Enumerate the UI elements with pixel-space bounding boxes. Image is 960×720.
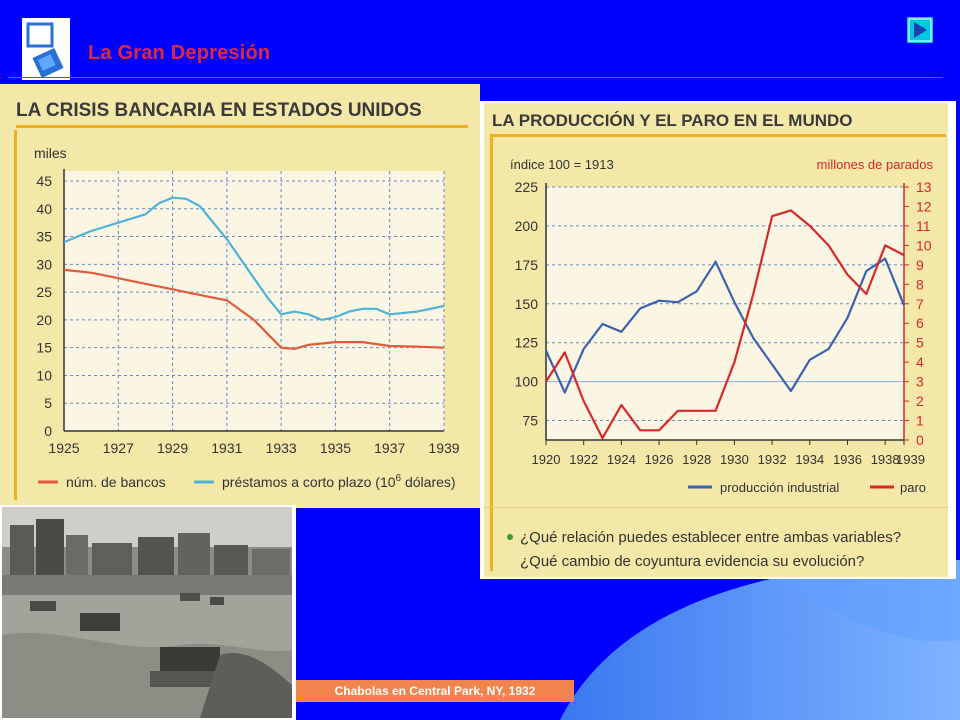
series-line-production xyxy=(544,257,906,394)
x-tick-label: 1930 xyxy=(720,452,749,467)
left-tick-label: 200 xyxy=(515,218,539,234)
presentation-logo xyxy=(22,18,70,80)
x-tick-label: 1934 xyxy=(795,452,824,467)
y-tick-label: 15 xyxy=(36,340,52,356)
plot-area xyxy=(64,171,444,431)
title-divider xyxy=(8,77,943,78)
left-tick-label: 125 xyxy=(515,335,539,351)
left-tick-label: 175 xyxy=(515,257,539,273)
y-tick-label: 25 xyxy=(36,284,52,300)
left-tick-label: 100 xyxy=(515,374,539,390)
x-tick-label: 1939 xyxy=(896,452,925,467)
left-axis-label: índice 100 = 1913 xyxy=(510,157,614,172)
x-tick-label: 1928 xyxy=(682,452,711,467)
x-tick-label: 1922 xyxy=(569,452,598,467)
y-axis-label: miles xyxy=(34,145,67,161)
y-tick-label: 45 xyxy=(36,173,52,189)
x-tick-label: 1925 xyxy=(48,440,79,456)
x-tick-label: 1939 xyxy=(428,440,459,456)
chart-title: LA CRISIS BANCARIA EN ESTADOS UNIDOS xyxy=(16,100,422,121)
bank-crisis-chart: LA CRISIS BANCARIA EN ESTADOS UNIDOS mil… xyxy=(0,84,480,508)
x-tick-label: 1932 xyxy=(758,452,787,467)
right-tick-label: 6 xyxy=(916,315,924,331)
series-line-unemployment xyxy=(545,209,905,440)
series-line-loans xyxy=(63,196,445,321)
x-tick-label: 1927 xyxy=(103,440,134,456)
left-tick-label: 75 xyxy=(522,413,538,429)
y-tick-label: 5 xyxy=(44,395,52,411)
right-tick-label: 0 xyxy=(916,432,924,448)
x-tick-label: 1935 xyxy=(320,440,351,456)
bank-crisis-chart-svg: LA CRISIS BANCARIA EN ESTADOS UNIDOS mil… xyxy=(0,84,480,508)
x-tick-label: 1937 xyxy=(374,440,405,456)
right-tick-label: 4 xyxy=(916,354,924,370)
right-tick-label: 12 xyxy=(916,198,932,214)
right-tick-label: 11 xyxy=(916,218,931,234)
y-tick-label: 10 xyxy=(36,367,52,383)
right-tick-label: 1 xyxy=(916,413,924,429)
legend-label-unemployment: paro xyxy=(900,480,926,495)
x-tick-label: 1920 xyxy=(532,452,561,467)
x-tick-label: 1931 xyxy=(211,440,242,456)
next-slide-icon[interactable] xyxy=(907,17,933,43)
y-tick-label: 20 xyxy=(36,312,52,328)
production-unemployment-chart-svg: LA PRODUCCIÓN Y EL PARO EN EL MUNDO índi… xyxy=(480,101,956,579)
x-tick-label: 1929 xyxy=(157,440,188,456)
central-park-shacks-photo xyxy=(0,505,296,720)
x-tick-label: 1926 xyxy=(645,452,674,467)
right-tick-label: 13 xyxy=(916,179,932,195)
y-tick-label: 0 xyxy=(44,423,52,439)
y-tick-label: 35 xyxy=(36,229,52,245)
legend-label-loans: préstamos a corto plazo (106 dólares) xyxy=(222,473,456,490)
chart-title: LA PRODUCCIÓN Y EL PARO EN EL MUNDO xyxy=(492,111,853,130)
left-tick-label: 150 xyxy=(515,296,539,312)
production-unemployment-chart: LA PRODUCCIÓN Y EL PARO EN EL MUNDO índi… xyxy=(480,101,956,579)
right-tick-label: 9 xyxy=(916,257,924,273)
right-tick-label: 3 xyxy=(916,374,924,390)
x-tick-label: 1933 xyxy=(266,440,297,456)
left-tick-label: 225 xyxy=(515,179,539,195)
question-line-1: ¿Qué relación puedes establecer entre am… xyxy=(520,529,901,546)
legend-label-production: producción industrial xyxy=(720,480,839,495)
right-tick-label: 5 xyxy=(916,335,924,351)
question-line-2: ¿Qué cambio de coyuntura evidencia su ev… xyxy=(520,553,864,570)
photo-caption: Chabolas en Central Park, NY, 1932 xyxy=(296,680,574,702)
right-tick-label: 7 xyxy=(916,296,924,312)
y-tick-label: 30 xyxy=(36,256,52,272)
y-tick-label: 40 xyxy=(36,201,52,217)
right-tick-label: 8 xyxy=(916,276,924,292)
right-axis-label: millones de parados xyxy=(817,157,934,172)
x-tick-label: 1924 xyxy=(607,452,636,467)
series-line-banks xyxy=(63,268,445,350)
x-tick-label: 1938 xyxy=(871,452,900,467)
right-tick-label: 10 xyxy=(916,237,932,253)
right-tick-label: 2 xyxy=(916,393,924,409)
legend-label-banks: núm. de bancos xyxy=(66,474,166,490)
question-bullet xyxy=(507,534,513,540)
plot-area xyxy=(546,187,904,440)
slide-title: La Gran Depresión xyxy=(88,42,271,64)
x-tick-label: 1936 xyxy=(833,452,862,467)
